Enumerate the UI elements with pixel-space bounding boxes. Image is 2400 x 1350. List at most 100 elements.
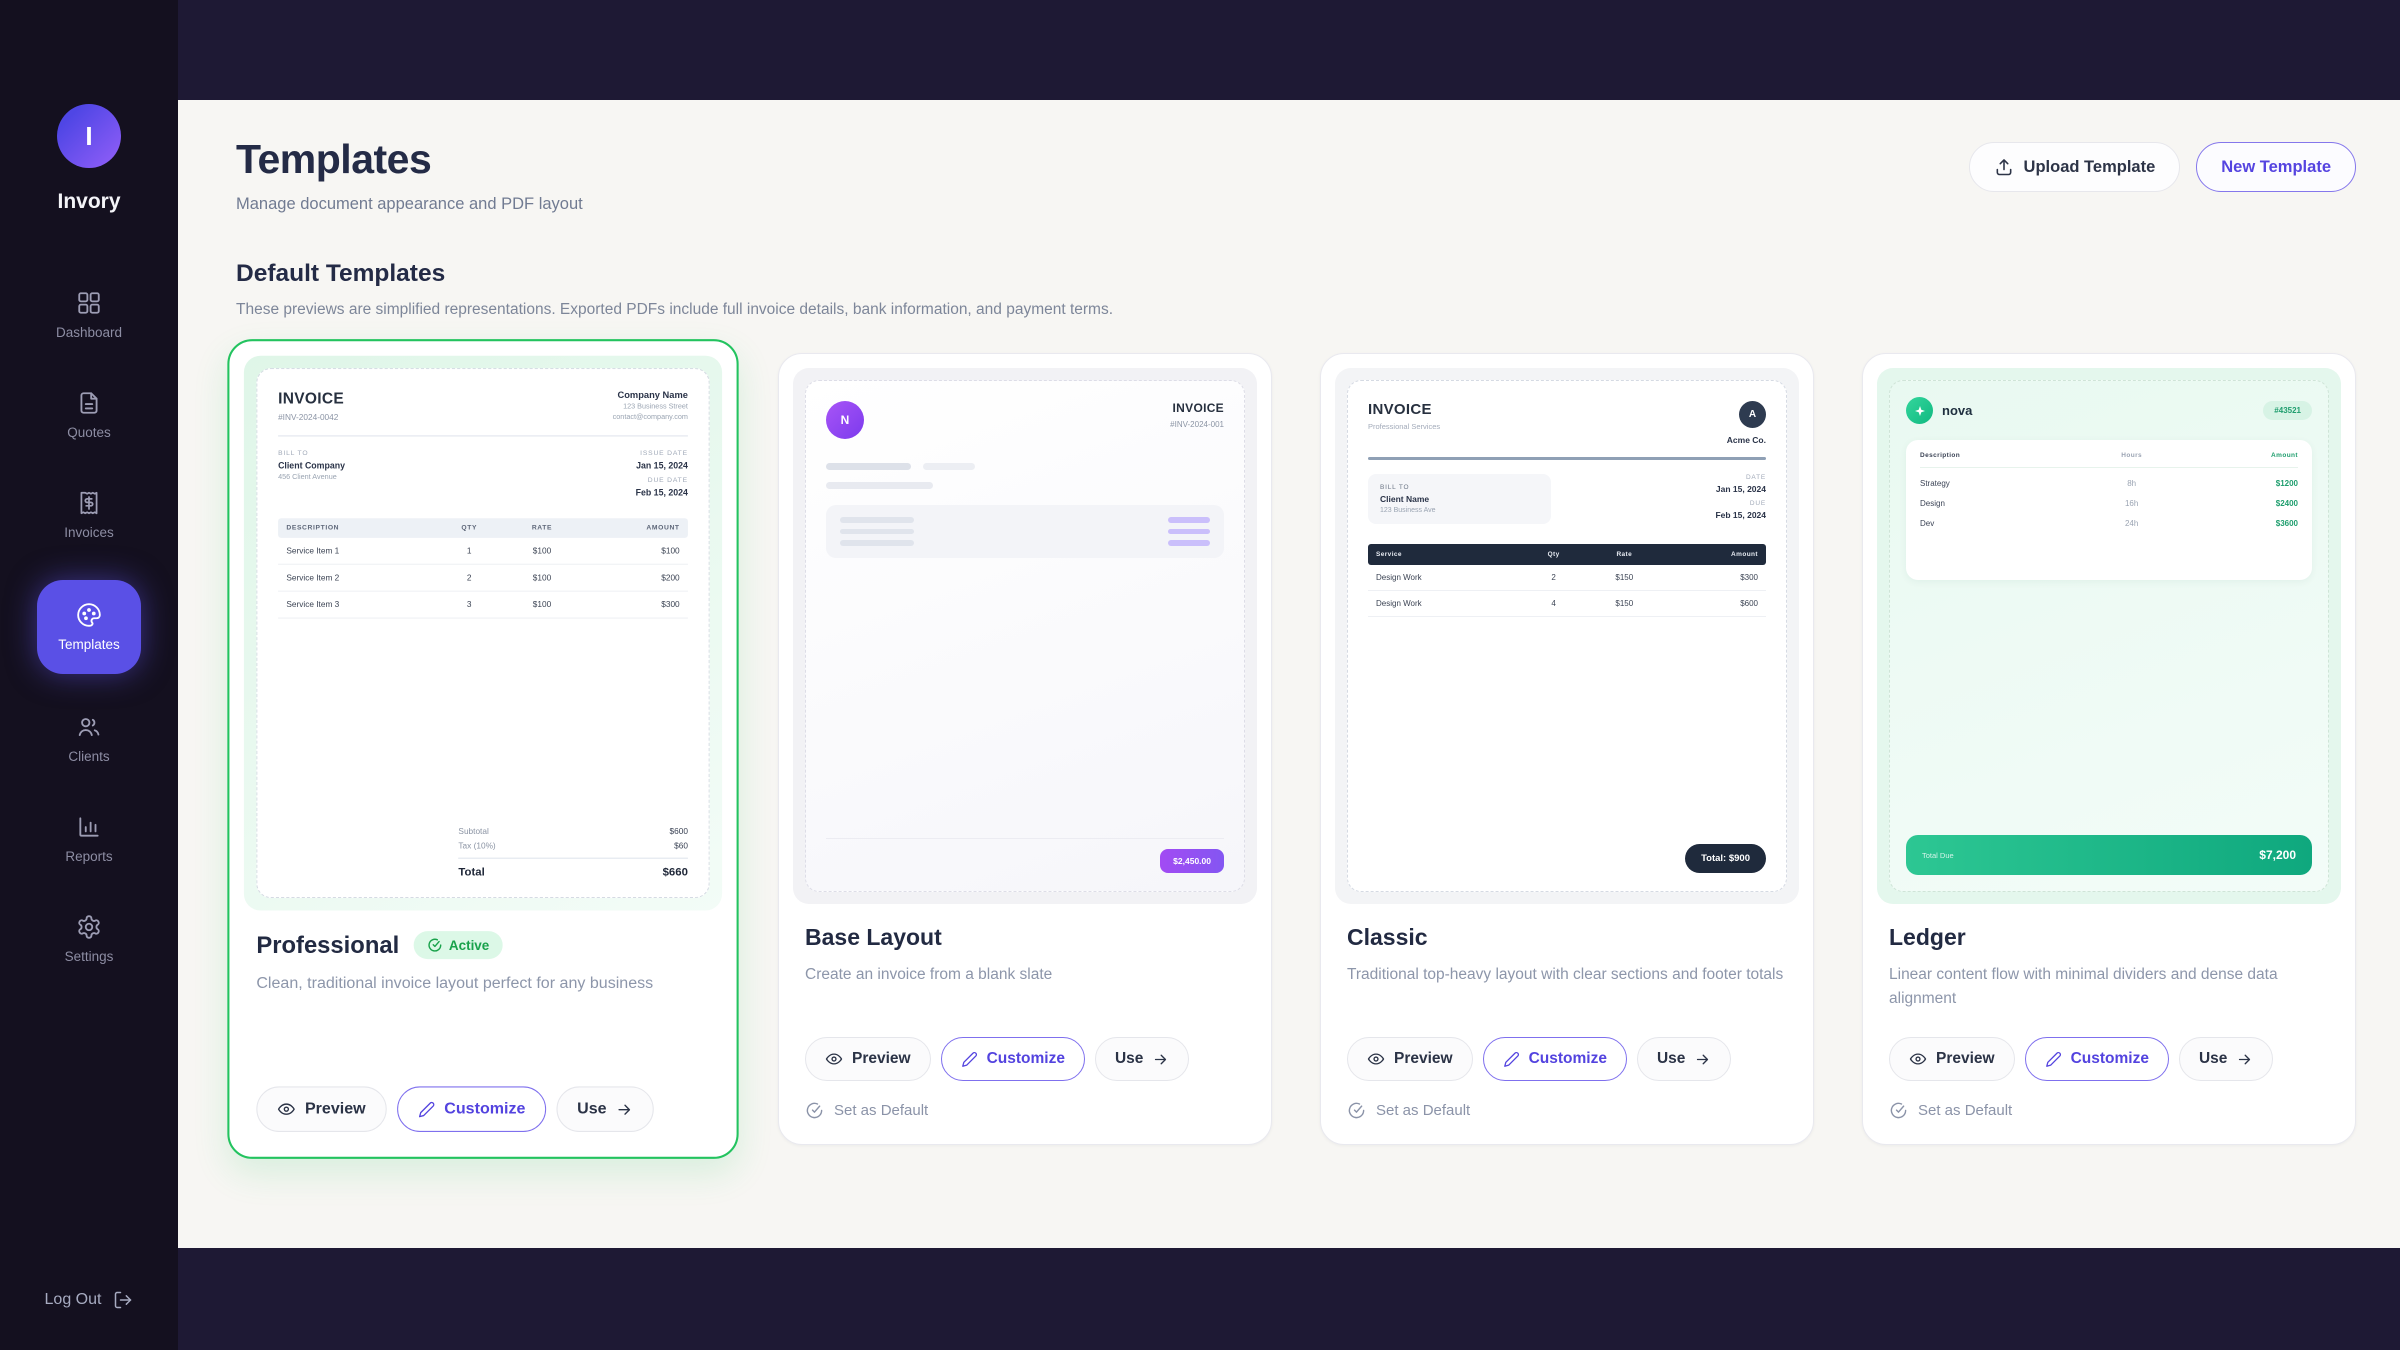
sidebar-item-label: Dashboard xyxy=(55,325,123,340)
total-amount-pill: $2,450.00 xyxy=(1160,849,1224,873)
eye-icon xyxy=(1909,1050,1927,1068)
total-due-value: $7,200 xyxy=(2259,848,2296,862)
pencil-icon xyxy=(2045,1051,2062,1068)
preview-button[interactable]: Preview xyxy=(256,1086,387,1132)
sidebar: I Invory Dashboard Quotes Invoices xyxy=(0,0,178,1350)
table-row: Dev 24h $3600 xyxy=(1920,519,2298,528)
brand-avatar: A xyxy=(1739,401,1766,428)
bill-to-box: BILL TO Client Name 123 Business Ave xyxy=(1368,474,1552,524)
page-title: Templates xyxy=(236,136,432,182)
preview-button[interactable]: Preview xyxy=(805,1037,931,1082)
upload-template-label: Upload Template xyxy=(2023,157,2156,176)
palette-icon xyxy=(76,602,102,628)
eye-icon xyxy=(1367,1050,1385,1068)
bill-to-label: BILL TO xyxy=(1380,484,1410,491)
card-description: Traditional top-heavy layout with clear … xyxy=(1347,966,1784,983)
use-button[interactable]: Use xyxy=(1094,1037,1190,1082)
due-value: Feb 15, 2024 xyxy=(1715,510,1766,520)
invoices-icon xyxy=(76,490,102,516)
client-name: Client Company xyxy=(278,460,346,471)
main-panel: Templates Manage document appearance and… xyxy=(178,100,2400,1248)
main-header: Templates Manage document appearance and… xyxy=(236,136,2356,214)
invoice-title: INVOICE xyxy=(1368,401,1432,418)
sidebar-item-templates[interactable]: Templates xyxy=(37,580,141,674)
date-value: Jan 15, 2024 xyxy=(1715,484,1766,494)
new-template-button[interactable]: New Template xyxy=(2196,142,2356,192)
template-card-ledger: nova #43521 Description Hours Amount xyxy=(1862,353,2356,1146)
invoice-totals: Subtotal $600 Tax (10%) $60 Total $660 xyxy=(458,826,688,879)
template-grid: INVOICE #INV-2024-0042 Company Name 123 … xyxy=(227,339,2356,1159)
customize-button[interactable]: Customize xyxy=(1482,1037,1627,1082)
sidebar-item-label: Settings xyxy=(64,949,114,964)
arrow-right-icon xyxy=(1694,1051,1711,1068)
sidebar-item-settings[interactable]: Settings xyxy=(33,904,145,974)
upload-icon xyxy=(1994,157,2014,177)
logout-icon xyxy=(113,1290,133,1310)
sidebar-nav: Dashboard Quotes Invoices Templates xyxy=(0,280,178,974)
brand-name: nova xyxy=(1942,403,1973,418)
client-address: 456 Client Avenue xyxy=(278,473,337,481)
due-label: Due xyxy=(1749,500,1766,507)
sidebar-item-label: Reports xyxy=(65,849,113,864)
skeleton-line-group xyxy=(826,463,1224,470)
brand-avatar xyxy=(1906,397,1933,424)
logout-label: Log Out xyxy=(44,1291,102,1308)
set-as-default-button[interactable]: Set as Default xyxy=(1889,1101,2329,1120)
table-row: Strategy 8h $1200 xyxy=(1920,479,2298,488)
active-badge: Active xyxy=(413,931,503,960)
customize-button[interactable]: Customize xyxy=(940,1037,1085,1082)
set-as-default-button[interactable]: Set as Default xyxy=(805,1101,1245,1120)
issue-date: Jan 15, 2024 xyxy=(636,460,688,471)
invoice-number-pill: #43521 xyxy=(2263,401,2312,420)
preview-button[interactable]: Preview xyxy=(1889,1037,2015,1082)
sidebar-item-dashboard[interactable]: Dashboard xyxy=(33,280,145,350)
logout-button[interactable]: Log Out xyxy=(45,1290,134,1310)
sidebar-item-label: Templates xyxy=(58,637,120,652)
customize-button[interactable]: Customize xyxy=(396,1086,547,1132)
total-due-label: Total Due xyxy=(1922,850,1954,860)
sidebar-item-reports[interactable]: Reports xyxy=(33,804,145,874)
pencil-icon xyxy=(961,1051,978,1068)
card-title: Base Layout xyxy=(805,924,942,950)
sidebar-item-invoices[interactable]: Invoices xyxy=(33,480,145,550)
new-template-label: New Template xyxy=(2221,157,2331,176)
use-button[interactable]: Use xyxy=(2178,1037,2274,1082)
divider xyxy=(1368,457,1766,460)
issue-date-label: Issue Date xyxy=(640,449,688,458)
invoice-preview-page: INVOICE #INV-2024-0042 Company Name 123 … xyxy=(256,368,710,899)
date-label: Date xyxy=(1745,474,1766,481)
brand-name: Invory xyxy=(57,190,121,213)
sidebar-item-clients[interactable]: Clients xyxy=(33,704,145,774)
invoice-number: #INV-2024-0042 xyxy=(278,412,339,422)
customize-button[interactable]: Customize xyxy=(2024,1037,2169,1082)
company-name: Company Name xyxy=(617,389,688,401)
pencil-icon xyxy=(1503,1051,1520,1068)
users-icon xyxy=(76,714,102,740)
invoice-table: DESCRIPTION QTY RATE AMOUNT Service Item… xyxy=(278,518,688,619)
section-title: Default Templates xyxy=(236,260,446,287)
template-card-classic: INVOICE Professional Services A Acme Co. xyxy=(1320,353,1814,1146)
use-button[interactable]: Use xyxy=(556,1086,655,1132)
arrow-right-icon xyxy=(1152,1051,1169,1068)
page-subtitle: Manage document appearance and PDF layou… xyxy=(236,195,583,213)
card-description: Clean, traditional invoice layout perfec… xyxy=(256,974,654,993)
preview-button[interactable]: Preview xyxy=(1347,1037,1473,1082)
upload-template-button[interactable]: Upload Template xyxy=(1968,142,2181,192)
template-preview-professional: INVOICE #INV-2024-0042 Company Name 123 … xyxy=(243,355,723,911)
template-preview-base-layout: N INVOICE #INV-2024-001 xyxy=(793,368,1257,904)
table-row: Service Item 3 3 $100 $300 xyxy=(278,592,688,619)
set-as-default-button[interactable]: Set as Default xyxy=(1347,1101,1787,1120)
check-circle-icon xyxy=(427,937,443,953)
template-card-base-layout: N INVOICE #INV-2024-001 xyxy=(778,353,1272,1146)
arrow-right-icon xyxy=(2236,1051,2253,1068)
check-circle-icon xyxy=(805,1101,824,1120)
table-row: Service Item 2 2 $100 $200 xyxy=(278,565,688,592)
client-address: 123 Business Ave xyxy=(1380,507,1436,514)
due-date-label: Due Date xyxy=(647,476,688,485)
sidebar-item-quotes[interactable]: Quotes xyxy=(33,380,145,450)
client-name: Client Name xyxy=(1380,494,1430,504)
invoice-preview-page: N INVOICE #INV-2024-001 xyxy=(805,380,1245,892)
invoice-title: INVOICE xyxy=(1172,401,1224,415)
card-description: Linear content flow with minimal divider… xyxy=(1889,966,2278,1008)
use-button[interactable]: Use xyxy=(1636,1037,1732,1082)
